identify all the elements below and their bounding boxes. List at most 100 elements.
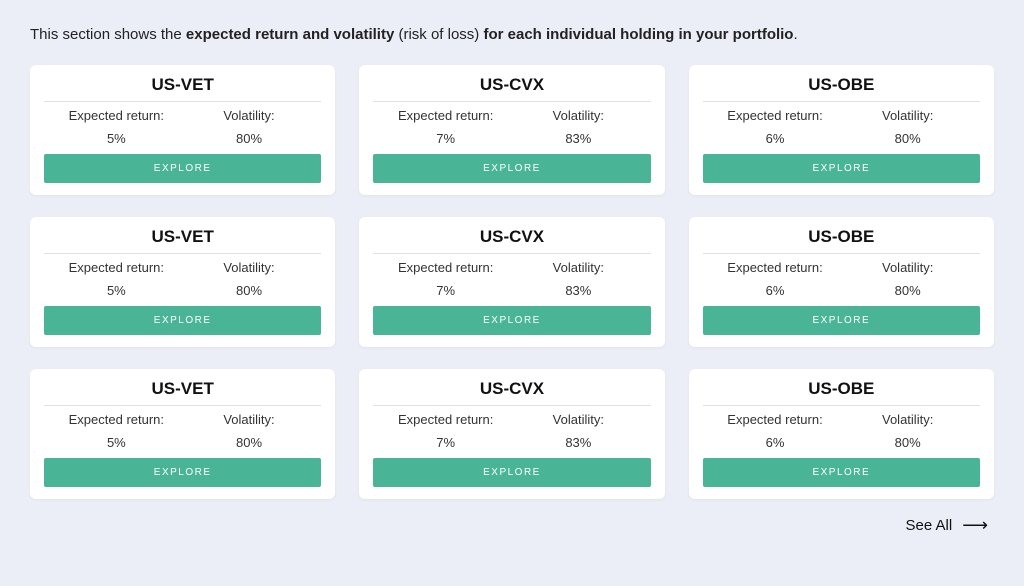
volatility-label: Volatility:	[841, 412, 974, 427]
expected-return-metric: Expected return: 6%	[709, 260, 842, 298]
explore-button[interactable]: EXPLORE	[373, 154, 650, 183]
holding-metrics: Expected return: 7%Volatility: 83%	[373, 410, 650, 458]
intro-suffix: .	[793, 26, 797, 43]
expected-return-value: 5%	[50, 283, 183, 298]
holding-card: US-CVX Expected return: 7%Volatility: 83% EX…	[359, 65, 664, 195]
expected-return-label: Expected return:	[50, 108, 183, 123]
volatility-label: Volatility:	[512, 412, 645, 427]
holding-card: US-VET Expected return: 5%Volatility: 80% EX…	[30, 369, 335, 499]
intro-bold1: expected return and volatility	[186, 26, 394, 43]
holding-ticker: US-OBE	[703, 379, 980, 406]
holding-card: US-VET Expected return: 5%Volatility: 80% EX…	[30, 217, 335, 347]
volatility-value: 83%	[512, 283, 645, 298]
explore-button[interactable]: EXPLORE	[373, 458, 650, 487]
explore-button[interactable]: EXPLORE	[44, 306, 321, 335]
expected-return-value: 6%	[709, 131, 842, 146]
holding-metrics: Expected return: 6% Volatility: 80%	[703, 258, 980, 306]
holding-metrics: Expected return: 7%Volatility: 83%	[373, 258, 650, 306]
holding-ticker: US-VET	[44, 75, 321, 102]
section-intro: This section shows the expected return a…	[30, 24, 994, 45]
volatility-value: 80%	[183, 435, 316, 450]
volatility-value: 80%	[183, 283, 316, 298]
holdings-grid: US-VETExpected return:5%Volatility:80%EX…	[30, 65, 994, 499]
expected-return-value: 7%	[379, 131, 512, 146]
see-all-link[interactable]: See All ⟶	[30, 515, 994, 536]
holding-ticker: US-CVX	[373, 75, 650, 102]
holding-metrics: Expected return: 5%Volatility: 80%	[44, 410, 321, 458]
intro-bold2: for each individual holding in your port…	[483, 26, 793, 43]
volatility-metric: Volatility: 80%	[183, 412, 316, 450]
volatility-label: Volatility:	[512, 108, 645, 123]
expected-return-label: Expected return:	[379, 108, 512, 123]
volatility-value: 80%	[841, 131, 974, 146]
expected-return-label: Expected return:	[379, 412, 512, 427]
holding-metrics: Expected return: 7%Volatility: 83%	[373, 106, 650, 154]
explore-button[interactable]: EXPLORE	[703, 306, 980, 335]
holding-ticker: US-CVX	[373, 379, 650, 406]
expected-return-value: 6%	[709, 283, 842, 298]
expected-return-label: Expected return:	[709, 108, 842, 123]
volatility-value: 83%	[512, 131, 645, 146]
volatility-metric: Volatility: 80%	[841, 260, 974, 298]
volatility-value: 80%	[841, 283, 974, 298]
volatility-label: Volatility:	[512, 260, 645, 275]
holding-card: US-CVX Expected return: 7%Volatility: 83% EX…	[359, 369, 664, 499]
expected-return-label: Expected return:	[709, 412, 842, 427]
expected-return-metric: Expected return: 5%	[50, 108, 183, 146]
holding-metrics: Expected return: 5%Volatility: 80%	[44, 258, 321, 306]
holding-ticker: US-OBE	[703, 227, 980, 254]
volatility-label: Volatility:	[183, 260, 316, 275]
explore-button[interactable]: EXPLORE	[44, 458, 321, 487]
volatility-value: 80%	[841, 435, 974, 450]
holding-metrics: Expected return: 6% Volatility: 80%	[703, 410, 980, 458]
volatility-metric: Volatility: 80%	[841, 412, 974, 450]
volatility-label: Volatility:	[841, 108, 974, 123]
explore-button[interactable]: EXPLORE	[703, 154, 980, 183]
expected-return-value: 7%	[379, 435, 512, 450]
holding-metrics: Expected return: 5%Volatility: 80%	[44, 106, 321, 154]
holding-card: US-OBE Expected return: 6% Volatility: 80% EX…	[689, 217, 994, 347]
volatility-metric: Volatility: 83%	[512, 260, 645, 298]
explore-button[interactable]: EXPLORE	[703, 458, 980, 487]
expected-return-value: 5%	[50, 435, 183, 450]
holding-ticker: US-CVX	[373, 227, 650, 254]
intro-paren: (risk of loss)	[394, 26, 483, 43]
volatility-value: 80%	[183, 131, 316, 146]
explore-button[interactable]: EXPLORE	[373, 306, 650, 335]
holding-card: US-OBE Expected return: 6% Volatility: 80% EX…	[689, 65, 994, 195]
holding-card: US-VET Expected return: 5%Volatility: 80% EX…	[30, 65, 335, 195]
see-all-label: See All	[905, 517, 952, 534]
volatility-metric: Volatility: 83%	[512, 412, 645, 450]
expected-return-metric: Expected return: 5%	[50, 260, 183, 298]
volatility-metric: Volatility: 80%	[841, 108, 974, 146]
expected-return-metric: Expected return: 5%	[50, 412, 183, 450]
holding-ticker: US-VET	[44, 227, 321, 254]
volatility-metric: Volatility: 80%	[183, 260, 316, 298]
volatility-label: Volatility:	[183, 412, 316, 427]
expected-return-metric: Expected return: 7%	[379, 412, 512, 450]
expected-return-label: Expected return:	[50, 412, 183, 427]
expected-return-value: 5%	[50, 131, 183, 146]
holding-ticker: US-OBE	[703, 75, 980, 102]
expected-return-metric: Expected return: 7%	[379, 108, 512, 146]
expected-return-label: Expected return:	[379, 260, 512, 275]
expected-return-value: 7%	[379, 283, 512, 298]
volatility-metric: Volatility: 83%	[512, 108, 645, 146]
volatility-label: Volatility:	[183, 108, 316, 123]
volatility-metric: Volatility: 80%	[183, 108, 316, 146]
holding-card: US-CVX Expected return: 7%Volatility: 83% EX…	[359, 217, 664, 347]
expected-return-metric: Expected return: 6%	[709, 412, 842, 450]
volatility-value: 83%	[512, 435, 645, 450]
holding-metrics: Expected return: 6% Volatility: 80%	[703, 106, 980, 154]
explore-button[interactable]: EXPLORE	[44, 154, 321, 183]
expected-return-label: Expected return:	[709, 260, 842, 275]
expected-return-metric: Expected return: 6%	[709, 108, 842, 146]
intro-prefix: This section shows the	[30, 26, 186, 43]
holding-card: US-OBE Expected return: 6% Volatility: 80% EX…	[689, 369, 994, 499]
expected-return-metric: Expected return: 7%	[379, 260, 512, 298]
volatility-label: Volatility:	[841, 260, 974, 275]
expected-return-value: 6%	[709, 435, 842, 450]
arrow-right-icon: ⟶	[962, 515, 988, 536]
expected-return-label: Expected return:	[50, 260, 183, 275]
holding-ticker: US-VET	[44, 379, 321, 406]
